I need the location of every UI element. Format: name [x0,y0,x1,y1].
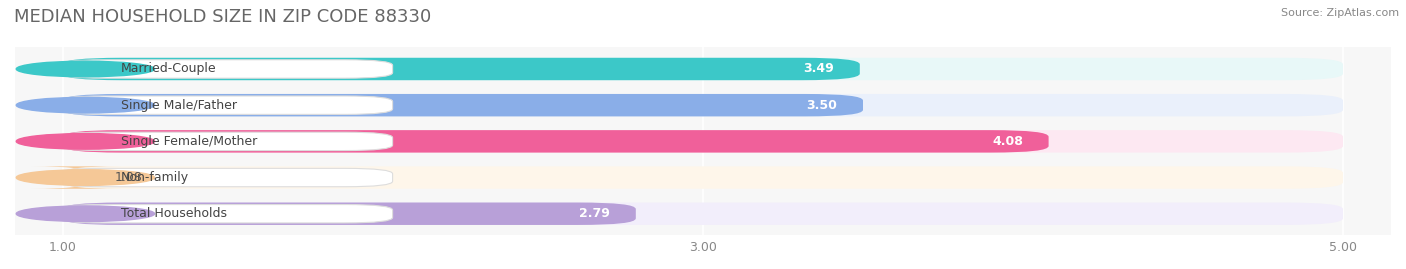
Circle shape [17,206,155,222]
Text: Total Households: Total Households [121,207,226,220]
FancyBboxPatch shape [56,204,392,223]
Text: Married-Couple: Married-Couple [121,62,217,76]
FancyBboxPatch shape [56,60,392,78]
FancyBboxPatch shape [63,94,863,116]
FancyBboxPatch shape [63,94,1343,116]
FancyBboxPatch shape [63,58,1343,80]
Circle shape [17,61,155,77]
Text: MEDIAN HOUSEHOLD SIZE IN ZIP CODE 88330: MEDIAN HOUSEHOLD SIZE IN ZIP CODE 88330 [14,8,432,26]
FancyBboxPatch shape [63,203,1343,225]
FancyBboxPatch shape [31,166,121,189]
Text: 1.08: 1.08 [114,171,142,184]
Text: 4.08: 4.08 [993,135,1024,148]
FancyBboxPatch shape [63,203,636,225]
Text: Non-family: Non-family [121,171,188,184]
FancyBboxPatch shape [56,96,392,114]
Text: 2.79: 2.79 [579,207,610,220]
FancyBboxPatch shape [56,168,392,187]
FancyBboxPatch shape [63,130,1343,153]
Text: 3.49: 3.49 [803,62,834,76]
FancyBboxPatch shape [63,166,1343,189]
Text: Single Male/Father: Single Male/Father [121,99,236,112]
Text: Single Female/Mother: Single Female/Mother [121,135,257,148]
Circle shape [17,97,155,113]
FancyBboxPatch shape [56,132,392,151]
FancyBboxPatch shape [63,130,1049,153]
Text: Source: ZipAtlas.com: Source: ZipAtlas.com [1281,8,1399,18]
Text: 3.50: 3.50 [807,99,838,112]
Circle shape [17,133,155,149]
FancyBboxPatch shape [63,58,860,80]
Circle shape [17,170,155,185]
